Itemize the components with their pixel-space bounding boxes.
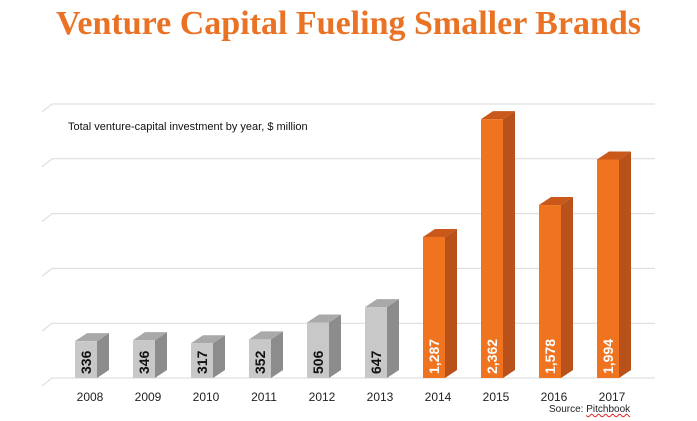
x-tick-2008: 2008	[77, 390, 104, 404]
x-tick-2017: 2017	[599, 390, 626, 404]
gridline-3	[41, 213, 655, 222]
gridline-5	[41, 103, 655, 113]
x-tick-2010: 2010	[193, 390, 220, 404]
bar-front-2009	[133, 340, 155, 378]
bar-front-2008	[75, 341, 97, 378]
bar-top-2008	[75, 333, 109, 342]
bar-value-label-2010: 317	[194, 350, 210, 374]
bar-value-label-2013: 647	[368, 350, 384, 374]
bars: 336 346 317 352 506 647 1,287 2,362 1,578 1,994	[75, 111, 631, 378]
bar-top-2014	[423, 228, 457, 237]
x-tick-2009: 2009	[135, 390, 162, 404]
bar-2008: 336	[75, 333, 109, 378]
bar-side-2008	[97, 333, 109, 378]
gridlines	[41, 103, 655, 387]
bar-front-2011	[249, 339, 271, 378]
x-axis-tick-labels: 2008 2009 2010 2011 2012 2013 2014 2015 2016 2017	[77, 390, 626, 404]
bar-value-label-2014: 1,287	[426, 339, 442, 374]
x-tick-2011: 2011	[251, 390, 277, 404]
gridline-0	[41, 377, 655, 387]
bar-value-label-2012: 506	[310, 350, 326, 374]
bar-value-label-2009: 346	[136, 350, 152, 374]
bar-top-2013	[365, 299, 399, 308]
bar-front-2012	[307, 322, 329, 378]
bar-side-2011	[271, 331, 283, 378]
bar-side-2015	[503, 111, 515, 378]
bar-top-2011	[249, 331, 283, 340]
bar-value-label-2017: 1,994	[600, 339, 616, 374]
x-tick-2016: 2016	[541, 390, 568, 404]
bar-value-label-2016: 1,578	[542, 339, 558, 374]
bar-front-2010	[191, 343, 213, 378]
bar-2013: 647	[365, 299, 399, 378]
bar-2011: 352	[249, 331, 283, 378]
bar-2012: 506	[307, 314, 341, 378]
bar-side-2012	[329, 314, 341, 378]
chart-title: Venture Capital Fueling Smaller Brands	[56, 5, 641, 42]
source-name: Pitchbook	[586, 404, 631, 415]
bar-front-2013	[365, 307, 387, 378]
bar-side-2013	[387, 299, 399, 378]
gridline-4	[41, 158, 655, 168]
bar-2010: 317	[191, 335, 225, 378]
bar-top-2017	[597, 151, 631, 160]
bar-2014: 1,287	[423, 228, 457, 378]
x-tick-2013: 2013	[367, 390, 394, 404]
bar-2009: 346	[133, 332, 167, 378]
bar-top-2015	[481, 111, 515, 120]
bar-value-label-2011: 352	[252, 350, 268, 374]
bar-front-2014	[423, 236, 445, 378]
bar-top-2009	[133, 332, 167, 341]
bar-side-2010	[213, 335, 225, 378]
bar-2017: 1,994	[597, 151, 631, 378]
bar-side-2017	[619, 151, 631, 378]
bar-top-2010	[191, 335, 225, 344]
bar-side-2014	[445, 228, 457, 378]
bar-2015: 2,362	[481, 111, 515, 378]
bar-front-2016	[539, 205, 561, 378]
bar-value-label-2015: 2,362	[484, 339, 500, 374]
x-tick-2015: 2015	[483, 390, 510, 404]
bar-top-2016	[539, 197, 573, 206]
chart-subtitle: Total venture-capital investment by year…	[68, 121, 308, 133]
x-tick-2014: 2014	[425, 390, 452, 404]
bar-2016: 1,578	[539, 197, 573, 378]
bar-front-2015	[481, 119, 503, 378]
source-note: Source: Pitchbook	[549, 404, 630, 416]
x-tick-2012: 2012	[309, 390, 336, 404]
bar-side-2016	[561, 197, 573, 378]
bar-side-2009	[155, 332, 167, 378]
bar-top-2012	[307, 314, 341, 323]
bar-front-2017	[597, 159, 619, 378]
source-prefix: Source:	[549, 404, 587, 415]
bar-value-label-2008: 336	[78, 350, 94, 374]
